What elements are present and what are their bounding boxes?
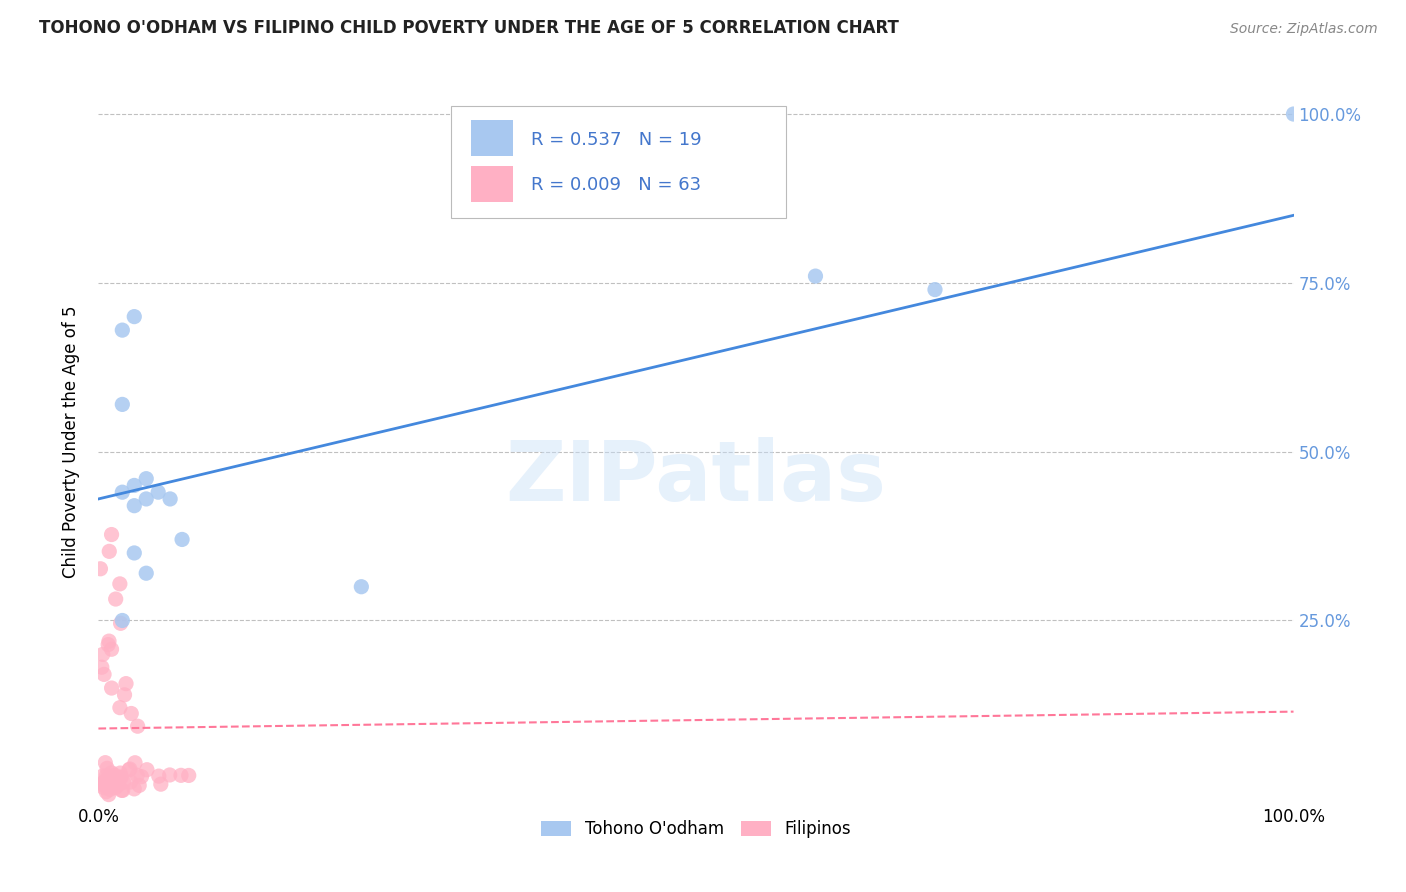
Point xyxy=(98,782,121,797)
Point xyxy=(159,491,181,506)
Point xyxy=(804,269,827,284)
Point xyxy=(118,762,141,776)
Point xyxy=(924,283,946,297)
Point xyxy=(350,580,373,594)
Point xyxy=(100,777,122,791)
Point xyxy=(1282,107,1305,121)
Point xyxy=(108,770,131,784)
FancyBboxPatch shape xyxy=(471,166,513,202)
Point xyxy=(104,780,127,795)
Point xyxy=(98,777,121,791)
Point xyxy=(110,616,132,631)
Text: ZIPatlas: ZIPatlas xyxy=(506,437,886,518)
Point xyxy=(131,770,153,784)
Point xyxy=(97,779,120,793)
Point xyxy=(177,768,200,782)
Point xyxy=(97,638,120,652)
Text: R = 0.009   N = 63: R = 0.009 N = 63 xyxy=(531,176,702,194)
Point xyxy=(100,770,122,784)
Point xyxy=(110,770,132,784)
Point xyxy=(93,778,115,792)
Point xyxy=(111,323,134,337)
Y-axis label: Child Poverty Under the Age of 5: Child Poverty Under the Age of 5 xyxy=(62,305,80,578)
Point xyxy=(93,775,115,789)
Point xyxy=(100,765,122,780)
Legend: Tohono O'odham, Filipinos: Tohono O'odham, Filipinos xyxy=(534,814,858,845)
Text: R = 0.537   N = 19: R = 0.537 N = 19 xyxy=(531,130,702,149)
Point xyxy=(91,769,114,783)
Point xyxy=(97,772,120,786)
Point xyxy=(98,634,121,648)
Point xyxy=(148,769,170,783)
Point xyxy=(124,478,146,492)
Point xyxy=(96,785,118,799)
Point xyxy=(111,783,134,797)
Point xyxy=(170,768,193,782)
FancyBboxPatch shape xyxy=(451,105,786,218)
Point xyxy=(120,706,142,721)
Point xyxy=(90,660,112,674)
Point xyxy=(108,577,131,591)
Point xyxy=(108,766,131,780)
Point xyxy=(96,774,118,789)
Point xyxy=(120,775,142,789)
Point xyxy=(124,756,146,770)
Point xyxy=(135,566,157,581)
Point xyxy=(107,778,129,792)
Point xyxy=(114,688,136,702)
Point xyxy=(93,777,115,791)
Point xyxy=(135,491,157,506)
Point xyxy=(94,756,117,770)
Point xyxy=(100,527,122,541)
Point xyxy=(93,776,115,790)
Point xyxy=(91,648,114,662)
Point xyxy=(97,788,120,802)
Point xyxy=(124,499,146,513)
Point xyxy=(93,780,115,795)
Point xyxy=(159,768,181,782)
Point xyxy=(111,485,134,500)
Point xyxy=(118,763,141,777)
Point xyxy=(115,676,138,690)
Point xyxy=(111,397,134,411)
Point xyxy=(96,772,118,787)
Point xyxy=(98,544,121,558)
Point xyxy=(506,107,529,121)
Point xyxy=(108,700,131,714)
Point xyxy=(96,761,118,775)
Point xyxy=(124,310,146,324)
Text: TOHONO O'ODHAM VS FILIPINO CHILD POVERTY UNDER THE AGE OF 5 CORRELATION CHART: TOHONO O'ODHAM VS FILIPINO CHILD POVERTY… xyxy=(39,19,898,37)
FancyBboxPatch shape xyxy=(471,120,513,156)
Point xyxy=(124,546,146,560)
Point xyxy=(103,768,125,782)
Point xyxy=(127,768,149,782)
Text: Source: ZipAtlas.com: Source: ZipAtlas.com xyxy=(1230,22,1378,37)
Point xyxy=(110,783,132,797)
Point xyxy=(111,614,134,628)
Point xyxy=(96,769,118,783)
Point xyxy=(149,777,172,791)
Point xyxy=(135,472,157,486)
Point xyxy=(100,642,122,657)
Point xyxy=(122,781,145,796)
Point xyxy=(104,592,127,607)
Point xyxy=(127,719,149,733)
Point xyxy=(89,562,111,576)
Point xyxy=(93,667,115,681)
Point xyxy=(172,533,194,547)
Point xyxy=(136,763,159,777)
Point xyxy=(105,776,128,790)
Point xyxy=(96,780,118,794)
Point xyxy=(100,681,122,695)
Point xyxy=(112,775,135,789)
Point xyxy=(148,485,170,500)
Point xyxy=(128,779,150,793)
